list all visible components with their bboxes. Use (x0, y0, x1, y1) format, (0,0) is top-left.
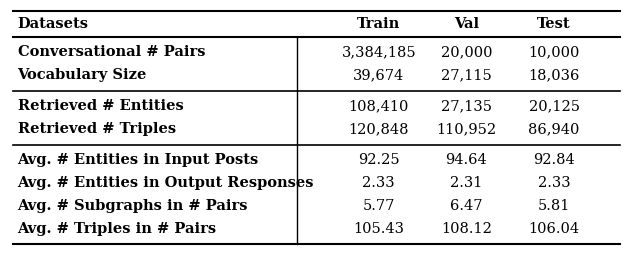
Text: 6.47: 6.47 (450, 199, 483, 213)
Text: 20,000: 20,000 (441, 45, 492, 59)
Text: 5.77: 5.77 (362, 199, 395, 213)
Text: 94.64: 94.64 (446, 153, 487, 167)
Text: Test: Test (537, 17, 571, 31)
Text: Avg. # Triples in # Pairs: Avg. # Triples in # Pairs (18, 222, 217, 236)
Text: 108.12: 108.12 (441, 222, 492, 236)
Text: 92.25: 92.25 (358, 153, 399, 167)
Text: Vocabulary Size: Vocabulary Size (18, 68, 147, 82)
Text: Datasets: Datasets (18, 17, 88, 31)
Text: 92.84: 92.84 (533, 153, 575, 167)
Text: Retrieved # Triples: Retrieved # Triples (18, 122, 176, 136)
Text: 10,000: 10,000 (528, 45, 580, 59)
Text: Train: Train (357, 17, 401, 31)
Text: 120,848: 120,848 (349, 122, 409, 136)
Text: 110,952: 110,952 (436, 122, 496, 136)
Text: 27,135: 27,135 (441, 99, 492, 113)
Text: Conversational # Pairs: Conversational # Pairs (18, 45, 205, 59)
Text: Avg. # Entities in Input Posts: Avg. # Entities in Input Posts (18, 153, 259, 167)
Text: 86,940: 86,940 (528, 122, 580, 136)
Text: 105.43: 105.43 (353, 222, 404, 236)
Text: 3,384,185: 3,384,185 (341, 45, 416, 59)
Text: Val: Val (454, 17, 479, 31)
Text: 108,410: 108,410 (349, 99, 409, 113)
Text: 5.81: 5.81 (538, 199, 570, 213)
Text: 27,115: 27,115 (441, 68, 492, 82)
Text: 2.31: 2.31 (450, 176, 483, 190)
Text: Retrieved # Entities: Retrieved # Entities (18, 99, 183, 113)
Text: 18,036: 18,036 (528, 68, 580, 82)
Text: Avg. # Entities in Output Responses: Avg. # Entities in Output Responses (18, 176, 314, 190)
Text: 39,674: 39,674 (353, 68, 404, 82)
Text: Avg. # Subgraphs in # Pairs: Avg. # Subgraphs in # Pairs (18, 199, 248, 213)
Text: 2.33: 2.33 (362, 176, 395, 190)
Text: 2.33: 2.33 (538, 176, 570, 190)
Text: 106.04: 106.04 (528, 222, 580, 236)
Text: 20,125: 20,125 (528, 99, 580, 113)
